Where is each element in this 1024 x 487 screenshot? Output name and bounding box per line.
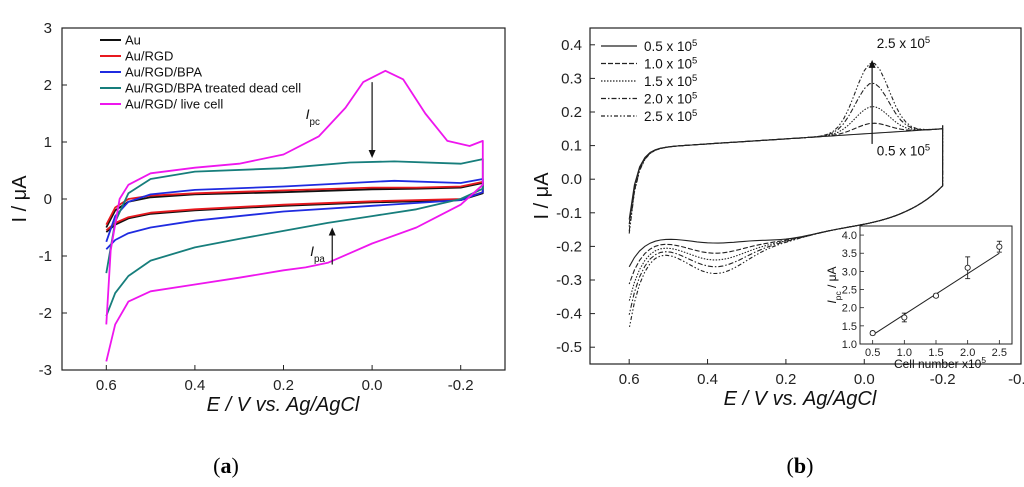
x-tick-label: 0.4 [697, 371, 718, 388]
y-tick-label: 0.0 [561, 171, 582, 188]
x-tick-label: 0.6 [619, 371, 640, 388]
y-tick-label: -1 [39, 248, 52, 265]
y-tick-label: -0.4 [556, 306, 582, 323]
chart-a-xlabel: E / V vs. Ag/AgCl [207, 394, 360, 416]
inset-y-tick-label: 1.5 [842, 321, 857, 333]
inset-y-tick-label: 2.0 [842, 303, 857, 315]
y-tick-label: 1 [44, 134, 52, 151]
inset-data-point [964, 264, 971, 271]
chart-b-caption: (b) [787, 453, 814, 478]
legend-label: 1.5 x 105 [644, 73, 697, 90]
arrow-head [868, 59, 876, 68]
inset-xlabel: Cell number x105 [894, 355, 986, 371]
inset-ylabel: Ipc / μA [825, 266, 843, 303]
chart-a-ylabel: I / μA [9, 175, 31, 223]
inset-data-point [869, 330, 876, 337]
series-line [105, 69, 484, 362]
y-tick-label: 0.3 [561, 70, 582, 87]
y-tick-label: -0.5 [556, 339, 582, 356]
y-tick-label: -3 [39, 362, 52, 379]
inset-y-tick-label: 4.0 [842, 230, 857, 242]
series-line [628, 62, 944, 329]
inset-y-tick-label: 2.5 [842, 285, 857, 297]
inset-x-tick-label: 0.5 [865, 347, 880, 359]
inset-y-tick-label: 3.0 [842, 266, 857, 278]
legend-label: 2.0 x 105 [644, 90, 697, 107]
y-tick-label: -0.3 [556, 272, 582, 289]
x-tick-label: 0.0 [854, 371, 875, 388]
inset-x-tick-label: 1.0 [897, 347, 912, 359]
chart-b: 0.6 0.4 0.2 0.0 -0.2 -0.4 0.4 0.3 0.2 0.1 0.0 -0.1… [531, 27, 1024, 478]
chart-b-xlabel: E / V vs. Ag/AgCl [724, 388, 877, 410]
arrow-head [328, 227, 336, 236]
y-tick-label: 0.1 [561, 138, 582, 155]
legend-label: 0.5 x 105 [644, 38, 697, 55]
y-tick-label: 2 [44, 77, 52, 94]
y-tick-label: 0.4 [561, 37, 582, 54]
x-tick-label: -0.2 [448, 377, 474, 394]
x-tick-label: -0.4 [1008, 371, 1024, 388]
inset-x-tick-label: 2.0 [960, 347, 975, 359]
inset-data-point [932, 292, 940, 299]
x-tick-label: 0.6 [96, 377, 117, 394]
y-tick-label: 0 [44, 191, 52, 208]
x-tick-label: 0.4 [184, 377, 205, 394]
y-tick-label: -2 [39, 305, 52, 322]
peak-label: Ipa [310, 243, 325, 265]
chart-b-frame [589, 27, 1022, 365]
x-tick-label: 0.0 [362, 377, 383, 394]
inset-data-point [996, 243, 1003, 250]
inset-y-tick-label: 3.5 [842, 248, 857, 260]
inset-x-tick-label: 1.5 [928, 347, 943, 359]
inset-frame [859, 225, 1013, 345]
chart-a-caption: (a) [213, 453, 239, 478]
inset-chart: 0.5 1.0 1.5 2.0 2.5 1.0 1.5 2.0 2.5 3.0 3.5 4.0 Cell… [825, 225, 1013, 371]
legend-label: 2.5 x 105 [644, 108, 697, 125]
y-tick-label: 3 [44, 20, 52, 37]
concentration-label: 2.5 x 105 [877, 35, 930, 52]
y-tick-label: -0.1 [556, 205, 582, 222]
legend-label: Au/RGD/BPA treated dead cell [125, 81, 301, 96]
inset-y-tick-label: 1.0 [842, 339, 857, 351]
legend-label: Au/RGD/ live cell [125, 97, 223, 112]
legend-label: 1.0 x 105 [644, 55, 697, 72]
x-tick-label: -0.2 [930, 371, 956, 388]
legend-label: Au/RGD/BPA [125, 65, 202, 80]
arrow-head [368, 149, 376, 158]
peak-label: Ipc [306, 106, 320, 128]
legend-label: Au [125, 33, 141, 48]
x-tick-label: 0.2 [273, 377, 294, 394]
x-tick-label: 0.2 [775, 371, 796, 388]
legend-label: Au/RGD [125, 49, 173, 64]
concentration-label: 0.5 x 105 [877, 142, 930, 159]
chart-b-ylabel: I / μA [531, 172, 553, 220]
inset-data-point [901, 314, 908, 321]
y-tick-label: 0.2 [561, 104, 582, 121]
y-tick-label: -0.2 [556, 238, 582, 255]
inset-x-tick-label: 2.5 [992, 347, 1007, 359]
